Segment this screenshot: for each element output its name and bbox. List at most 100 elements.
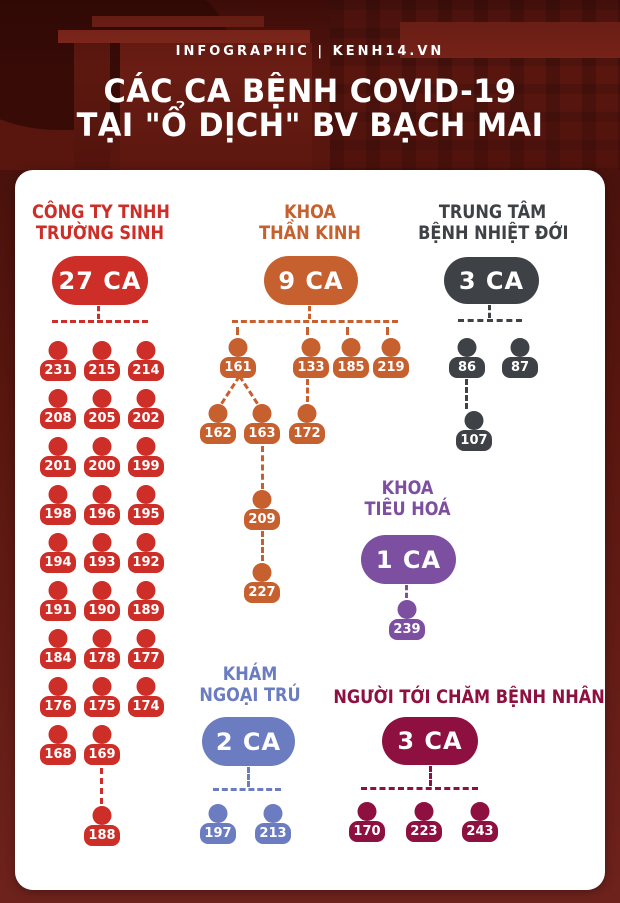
dashed-connector — [247, 767, 250, 787]
patient-number: 175 — [84, 696, 120, 717]
person-head-icon — [48, 629, 68, 648]
patient-icon: 168 — [40, 725, 76, 765]
person-head-icon — [136, 677, 156, 696]
patient-number: 192 — [128, 552, 164, 573]
patient-icon: 209 — [244, 490, 280, 530]
patient-number: 219 — [373, 357, 409, 378]
patient-number: 87 — [502, 357, 538, 378]
dashed-connector — [97, 306, 100, 319]
patient-icon: 107 — [456, 411, 492, 451]
patient-number: 133 — [293, 357, 329, 378]
person-head-icon — [48, 581, 68, 600]
patient-icon: 202 — [128, 389, 164, 429]
dashed-connector — [232, 320, 398, 323]
patient-number: 172 — [289, 423, 325, 444]
patient-icon: 177 — [128, 629, 164, 669]
patient-icon: 169 — [84, 725, 120, 765]
patient-number: 202 — [128, 408, 164, 429]
patient-icon: 223 — [406, 802, 442, 842]
patient-icon: 243 — [462, 802, 498, 842]
dashed-connector — [308, 306, 311, 319]
person-head-icon — [136, 341, 156, 360]
group-title-tieu-hoa: KHOA TIÊU HOÁ — [364, 477, 451, 520]
patient-number: 177 — [128, 648, 164, 669]
person-head-icon — [457, 338, 477, 357]
patient-icon: 205 — [84, 389, 120, 429]
dashed-connector — [346, 327, 349, 335]
dashed-connector — [458, 319, 522, 322]
patient-icon: 174 — [128, 677, 164, 717]
patient-number: 107 — [456, 430, 492, 451]
person-head-icon — [92, 485, 112, 504]
patient-icon: 133 — [293, 338, 329, 378]
patient-number: 197 — [200, 823, 236, 844]
patient-number: 170 — [349, 821, 385, 842]
person-head-icon — [92, 437, 112, 456]
patient-number: 243 — [462, 821, 498, 842]
patient-number: 161 — [220, 357, 256, 378]
patient-number: 189 — [128, 600, 164, 621]
person-head-icon — [92, 533, 112, 552]
patient-icon: 190 — [84, 581, 120, 621]
patient-number: 198 — [40, 504, 76, 525]
patient-icon: 170 — [349, 802, 385, 842]
patient-number: 195 — [128, 504, 164, 525]
patient-number: 191 — [40, 600, 76, 621]
patient-number: 213 — [255, 823, 291, 844]
person-head-icon — [136, 533, 156, 552]
case-count-pill-ngoai-tru: 2 CA — [202, 717, 295, 766]
patient-icon: 193 — [84, 533, 120, 573]
patient-icon: 201 — [40, 437, 76, 477]
case-count-pill-cham-benh-nhan: 3 CA — [382, 717, 478, 765]
patient-icon: 184 — [40, 629, 76, 669]
person-head-icon — [252, 404, 272, 423]
person-head-icon — [297, 404, 317, 423]
patient-icon: 178 — [84, 629, 120, 669]
dashed-connector — [306, 379, 309, 402]
patient-number: 188 — [84, 825, 120, 846]
patient-icon: 208 — [40, 389, 76, 429]
person-head-icon — [136, 389, 156, 408]
person-head-icon — [208, 804, 228, 823]
patient-number: 239 — [389, 619, 425, 640]
patient-icon: 188 — [84, 806, 120, 846]
patient-icon: 219 — [373, 338, 409, 378]
dashed-connector — [213, 788, 281, 791]
patient-icon: 214 — [128, 341, 164, 381]
case-count-pill-nhiet-doi: 3 CA — [444, 257, 539, 304]
patient-number: 227 — [244, 582, 280, 603]
patient-icon: 199 — [128, 437, 164, 477]
person-head-icon — [510, 338, 530, 357]
person-head-icon — [48, 389, 68, 408]
patient-icon: 200 — [84, 437, 120, 477]
dashed-connector — [361, 787, 478, 790]
patient-number: 174 — [128, 696, 164, 717]
patient-number: 169 — [84, 744, 120, 765]
patient-icon: 197 — [200, 804, 236, 844]
patient-icon: 213 — [255, 804, 291, 844]
person-head-icon — [397, 600, 417, 619]
patient-number: 209 — [244, 509, 280, 530]
person-head-icon — [341, 338, 361, 357]
patient-icon: 198 — [40, 485, 76, 525]
patient-number: 185 — [333, 357, 369, 378]
patient-icon: 195 — [128, 485, 164, 525]
person-head-icon — [470, 802, 490, 821]
group-title-than-kinh: KHOA THẦN KINH — [259, 201, 361, 244]
person-head-icon — [381, 338, 401, 357]
patient-number: 214 — [128, 360, 164, 381]
patient-number: 215 — [84, 360, 120, 381]
person-head-icon — [48, 485, 68, 504]
person-head-icon — [92, 725, 112, 744]
patient-number: 162 — [200, 423, 236, 444]
person-head-icon — [92, 629, 112, 648]
patient-number: 199 — [128, 456, 164, 477]
patient-number: 196 — [84, 504, 120, 525]
hero-gate-roof — [58, 30, 310, 43]
person-head-icon — [252, 490, 272, 509]
hero-building-band — [400, 22, 620, 58]
hero-gate-body — [120, 43, 312, 170]
person-head-icon — [301, 338, 321, 357]
patient-number: 176 — [40, 696, 76, 717]
patient-icon: 196 — [84, 485, 120, 525]
